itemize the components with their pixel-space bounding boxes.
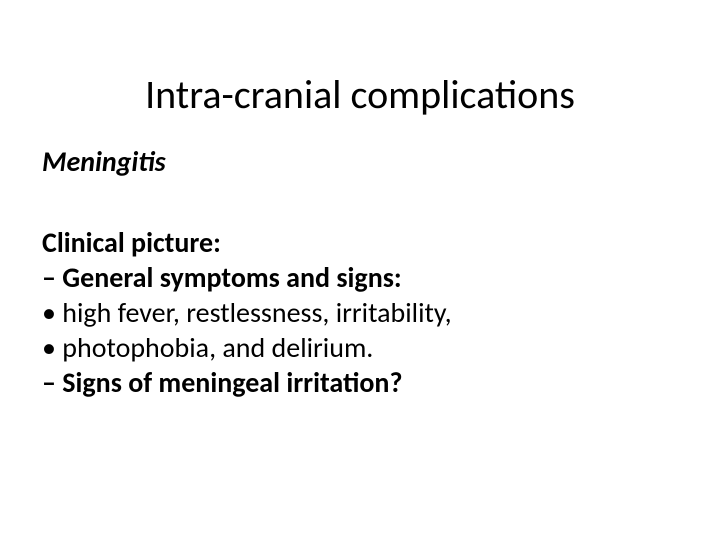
body-line: – General symptoms and signs: — [42, 260, 682, 295]
slide-title: Intra-cranial complications — [0, 70, 720, 119]
body-line: • high fever, restlessness, irritability… — [42, 295, 682, 330]
section-heading: Clinical picture: — [42, 225, 682, 260]
slide-content: Meningitis Clinical picture: – General s… — [42, 144, 682, 400]
body-line: – Signs of meningeal irritation? — [42, 365, 682, 400]
body-line: • photophobia, and delirium. — [42, 330, 682, 365]
slide-subtitle: Meningitis — [42, 144, 682, 179]
slide: Intra-cranial complications Meningitis C… — [0, 0, 720, 540]
